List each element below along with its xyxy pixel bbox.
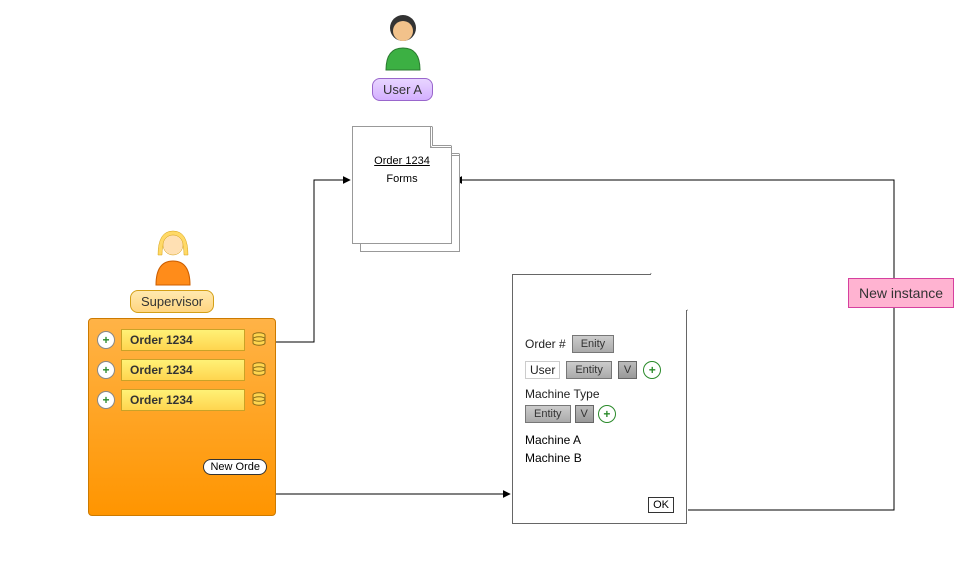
- dropdown-icon[interactable]: V: [618, 361, 637, 379]
- user-entity-chip[interactable]: Entity: [566, 361, 612, 379]
- machine-type-entity-chip[interactable]: Entity: [525, 405, 571, 423]
- order-number-label: Order #: [525, 337, 566, 351]
- order-row[interactable]: + Order 1234: [97, 329, 267, 351]
- plus-icon[interactable]: +: [97, 391, 115, 409]
- supervisor-icon: [148, 225, 198, 287]
- order-entity-chip[interactable]: Enity: [572, 335, 614, 353]
- doc-front[interactable]: Order 1234 Forms: [352, 126, 452, 244]
- plus-icon[interactable]: +: [97, 331, 115, 349]
- database-icon: [251, 362, 267, 378]
- doc-title: Order 1234: [361, 155, 443, 167]
- order-row[interactable]: + Order 1234: [97, 359, 267, 381]
- machine-type-label: Machine Type: [525, 387, 600, 401]
- ok-button[interactable]: OK: [648, 497, 674, 513]
- doc-subtitle: Forms: [361, 173, 443, 185]
- plus-icon[interactable]: +: [598, 405, 616, 423]
- order-chip[interactable]: Order 1234: [121, 359, 245, 381]
- plus-icon[interactable]: +: [643, 361, 661, 379]
- machine-option[interactable]: Machine B: [525, 451, 674, 465]
- machine-option[interactable]: Machine A: [525, 433, 674, 447]
- user-a-label: User A: [372, 78, 433, 101]
- form-panel: Order # Enity User Entity V + Machine Ty…: [512, 274, 687, 524]
- database-icon: [251, 332, 267, 348]
- plus-icon[interactable]: +: [97, 361, 115, 379]
- new-order-button[interactable]: New Orde: [203, 459, 267, 475]
- order-chip[interactable]: Order 1234: [121, 389, 245, 411]
- order-row[interactable]: + Order 1234: [97, 389, 267, 411]
- database-icon: [251, 392, 267, 408]
- user-label: User: [525, 361, 560, 379]
- orders-panel: + Order 1234 + Order 1234 + Order 1234 N…: [88, 318, 276, 516]
- supervisor-label: Supervisor: [130, 290, 214, 313]
- order-chip[interactable]: Order 1234: [121, 329, 245, 351]
- dropdown-icon[interactable]: V: [575, 405, 594, 423]
- user-a-icon: [378, 12, 428, 72]
- new-instance-box: New instance: [848, 278, 954, 308]
